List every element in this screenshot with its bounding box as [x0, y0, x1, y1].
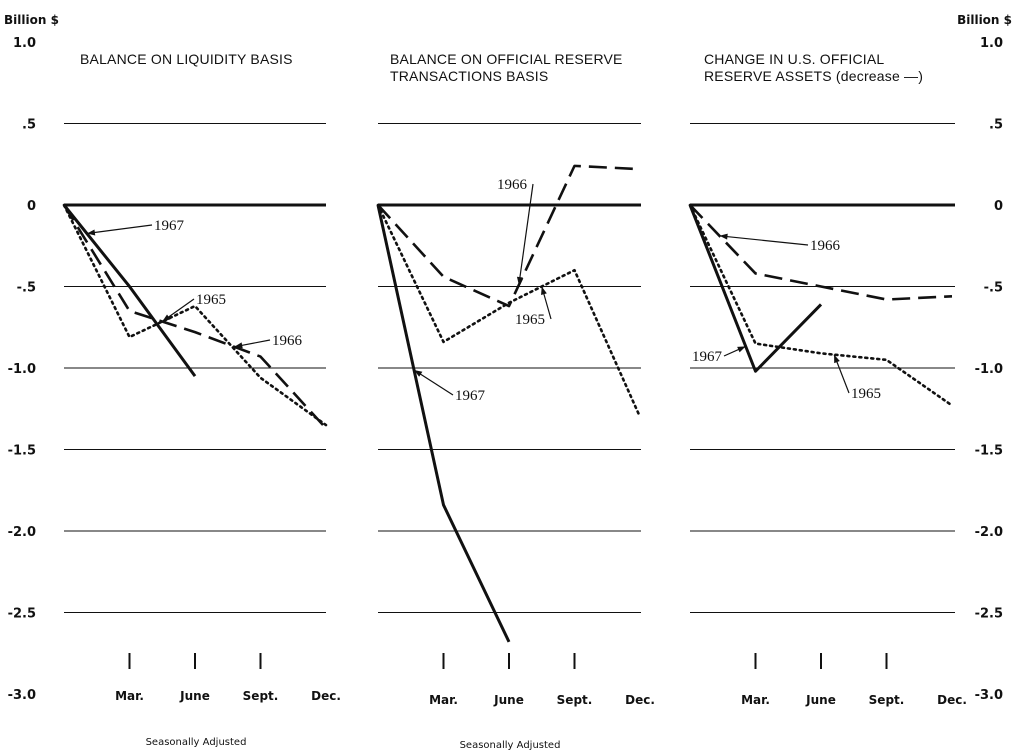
y-tick-label-right: -1.0: [975, 362, 1003, 377]
series-line-1965: [62, 203, 328, 427]
y-tick-label-right: -1.5: [975, 444, 1003, 459]
series-line-1967: [62, 204, 197, 378]
y-tick-label-left: -1.0: [8, 362, 36, 377]
label-arrowhead: [414, 369, 423, 377]
y-tick-label-right: -2.0: [975, 525, 1003, 540]
label-arrowhead: [234, 342, 243, 349]
y-tick-label-right: -3.0: [975, 688, 1003, 703]
y-tick-label-left: -3.0: [8, 688, 36, 703]
x-tick-label: June: [805, 693, 836, 707]
chart-panels: BALANCE ON LIQUIDITY BASIS Mar. June Sept. D…: [62, 51, 967, 750]
x-tick-label: Dec.: [937, 693, 967, 707]
label-arrowhead: [719, 233, 728, 240]
y-tick-label-left: -2.5: [8, 607, 36, 622]
x-tick-label: June: [179, 689, 210, 703]
x-tick-label: Mar.: [429, 693, 458, 707]
y-tick-label-right: 0: [994, 199, 1003, 214]
y-tick-label-right: -.5: [984, 281, 1003, 296]
label-leader: [719, 235, 809, 246]
panel-title: CHANGE IN U.S. OFFICIAL: [704, 51, 884, 67]
y-tick-label-right: .5: [989, 118, 1003, 133]
series-line-1965: [688, 203, 954, 407]
chart-panel: BALANCE ON OFFICIAL RESERVETRANSACTIONS …: [376, 51, 655, 750]
series-line-1967: [376, 204, 511, 643]
label-arrowhead: [516, 276, 523, 286]
x-tick-label: Sept.: [557, 693, 593, 707]
label-leader: [518, 183, 534, 286]
y-tick-label-left: -.5: [17, 281, 36, 296]
y-unit-label-right: Billion $: [957, 13, 1012, 27]
series-line-1965: [376, 203, 642, 419]
label-arrowhead: [162, 314, 171, 322]
y-tick-label-left: -1.5: [8, 444, 36, 459]
x-tick-label: Dec.: [311, 689, 341, 703]
x-tick-label: Sept.: [869, 693, 905, 707]
series-label-1967: 1967: [692, 349, 723, 365]
series-label-1967: 1967: [154, 218, 185, 234]
x-tick-label: Dec.: [625, 693, 655, 707]
series-label-1967: 1967: [455, 388, 486, 404]
y-axis-left: 1.0 .5 0 -.5 -1.0 -1.5 -2.0 -2.5 -3.0: [8, 36, 36, 703]
panel-title: BALANCE ON LIQUIDITY BASIS: [80, 51, 293, 67]
y-tick-label-left: 1.0: [13, 36, 36, 51]
series-label-1965: 1965: [196, 292, 226, 308]
chart-panel: BALANCE ON LIQUIDITY BASIS Mar. June Sept. D…: [62, 51, 341, 748]
series-line-1966: [62, 204, 327, 430]
series-label-1965: 1965: [515, 312, 545, 328]
x-tick-label: Mar.: [741, 693, 770, 707]
label-arrowhead: [86, 229, 96, 236]
y-tick-label-left: -2.0: [8, 525, 36, 540]
panel-title: TRANSACTIONS BASIS: [390, 68, 548, 84]
label-arrowhead: [737, 346, 746, 353]
x-tick-label: June: [493, 693, 524, 707]
series-line-1967: [688, 204, 823, 373]
y-axis-right: 1.0 .5 0 -.5 -1.0 -1.5 -2.0 -2.5 -3.0: [975, 36, 1003, 703]
x-tick-label: Sept.: [243, 689, 279, 703]
label-arrowhead: [834, 354, 840, 364]
series-line-1966: [377, 164, 641, 308]
series-label-1966: 1966: [497, 177, 528, 193]
series-label-1965: 1965: [851, 386, 881, 402]
series-line-1966: [689, 204, 953, 301]
y-unit-label-left: Billion $: [4, 13, 59, 27]
x-tick-label: Mar.: [115, 689, 144, 703]
x-axis-note: Seasonally Adjusted: [146, 737, 247, 748]
panel-title: RESERVE ASSETS (decrease —): [704, 68, 923, 84]
label-leader: [86, 224, 153, 235]
y-tick-label-left: .5: [22, 118, 36, 133]
series-label-1966: 1966: [810, 238, 841, 254]
label-arrowhead: [541, 286, 547, 296]
y-tick-label-right: 1.0: [980, 36, 1003, 51]
y-tick-label-right: -2.5: [975, 607, 1003, 622]
x-axis-note: Seasonally Adjusted: [460, 740, 561, 750]
series-label-1966: 1966: [272, 333, 303, 349]
y-tick-label-left: 0: [27, 199, 36, 214]
panel-title: BALANCE ON OFFICIAL RESERVE: [390, 51, 623, 67]
